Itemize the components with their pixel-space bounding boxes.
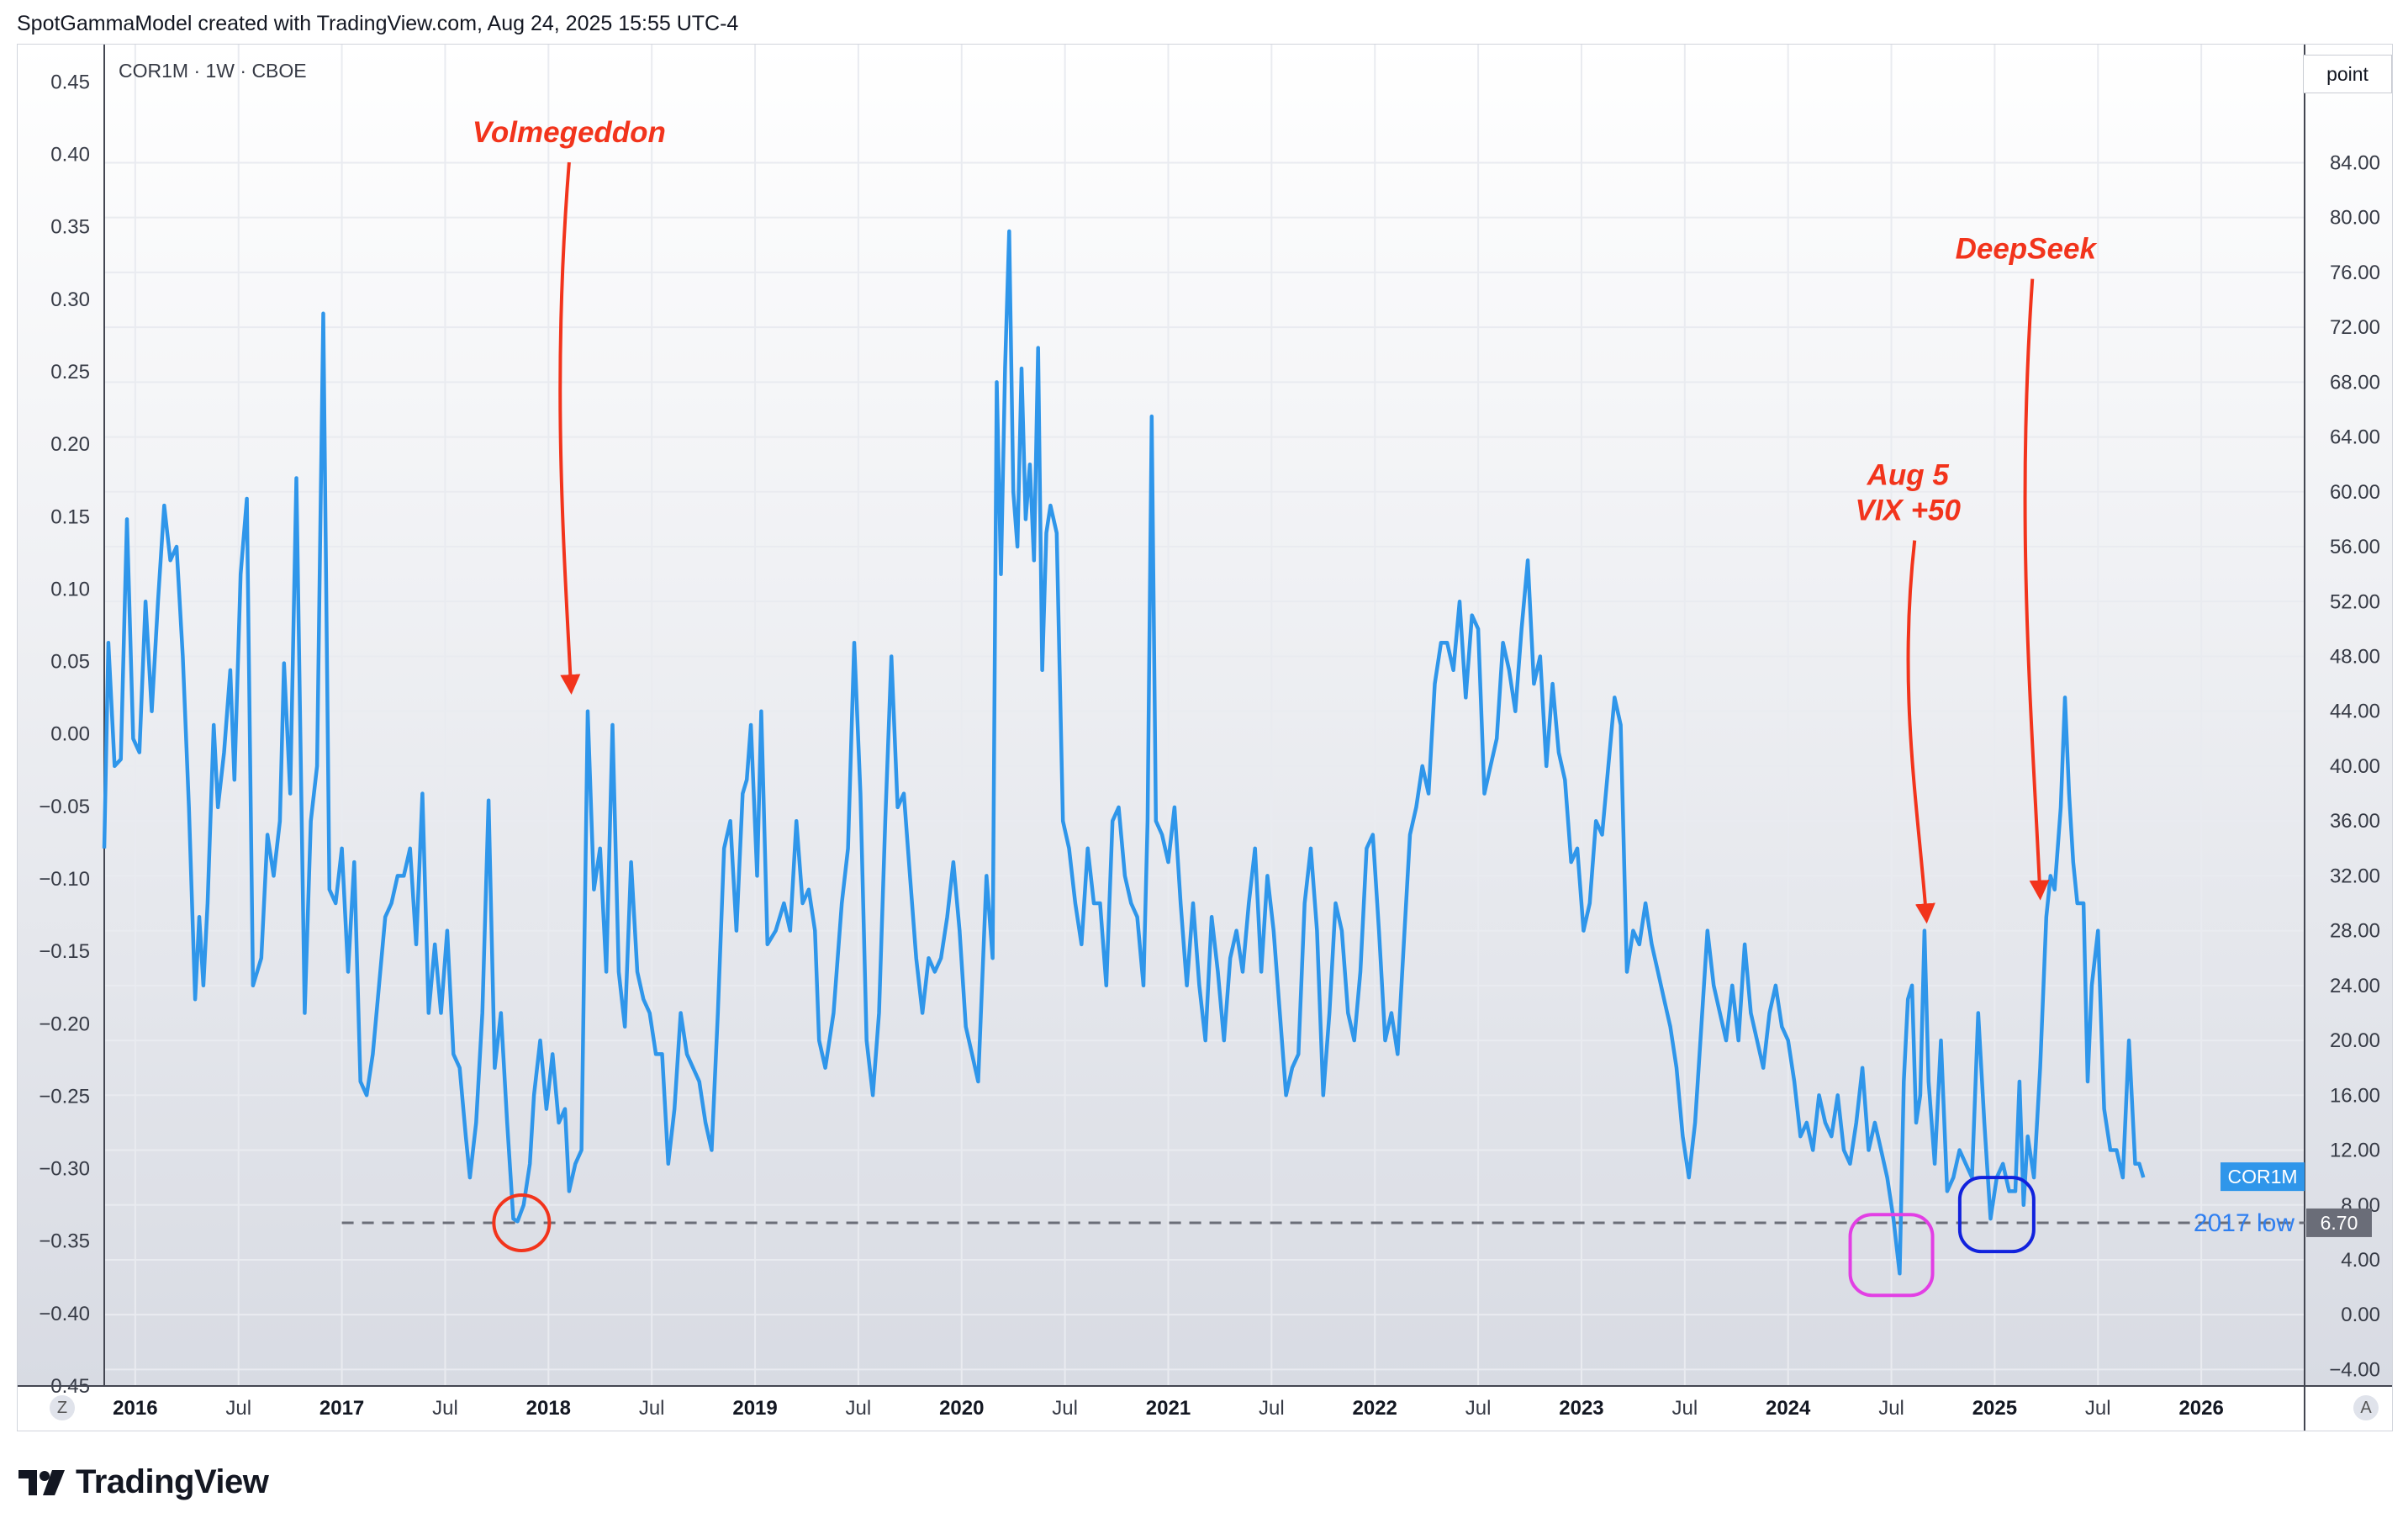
left-axis-tick-label: −0.40 [39,1303,90,1325]
annotation-label: Volmegeddon [473,116,666,149]
right-axis-tick-label: 60.00 [2330,481,2380,504]
right-axis-tick-label: 32.00 [2330,865,2380,887]
left-axis-tick-label: −0.35 [39,1230,90,1253]
right-axis-tick-label: 84.00 [2330,151,2380,174]
right-axis-tick-label: 4.00 [2341,1249,2380,1272]
left-axis-tick-label: 0.25 [50,361,90,384]
time-axis-background [18,1386,2392,1431]
highlight-box [1957,1176,2036,1254]
tradingview-wordmark: TradingView [76,1463,269,1500]
left-axis-tick-label: −0.20 [39,1013,90,1035]
chart-credit: SpotGammaModel created with TradingView.… [17,12,739,35]
plot-background [18,45,2392,1386]
annotation-label: DeepSeek [1956,233,2098,266]
x-tick-label: Jul [432,1397,458,1420]
tradingview-logo-icon [18,1469,65,1495]
x-tick-label: Jul [225,1397,251,1420]
reference-value-tag: 6.70 [2321,1212,2358,1234]
right-axis-tick-label: 16.00 [2330,1084,2380,1107]
tradingview-logo: TradingView [18,1463,269,1501]
right-axis-tick-label: 56.00 [2330,536,2380,558]
highlight-circle [492,1193,552,1252]
right-axis-tick-label: 52.00 [2330,590,2380,613]
left-axis-tick-label: 0.35 [50,216,90,239]
x-tick-label: 2016 [113,1397,157,1420]
timezone-button[interactable]: Z [50,1395,75,1420]
left-axis-tick-label: 0.05 [50,651,90,674]
series-line-cor1m[interactable] [102,229,2146,1276]
x-tick-label: Jul [1465,1397,1492,1420]
annotation-label: Aug 5 [1867,459,1950,492]
x-tick-label: Jul [639,1397,665,1420]
x-tick-label: 2018 [526,1397,571,1420]
left-axis-tick-label: 0.40 [50,144,90,167]
right-axis-tick-label: 48.00 [2330,645,2380,668]
annotation-arrow [2023,278,2050,901]
x-tick-label: 2021 [1146,1397,1191,1420]
annotation-arrow [1906,540,1935,924]
annotation-arrow [558,161,581,696]
x-tick-label: 2026 [2178,1397,2223,1420]
left-axis-tick-label: −0.05 [39,796,90,818]
chart-frame[interactable]: 2016 Jul 2017 Jul 2018 Jul 2019 Jul 2020 Jul 2021 J… [17,44,2393,1431]
x-tick-label: 2023 [1559,1397,1603,1420]
x-tick-label: 2025 [1972,1397,2017,1420]
x-tick-label: 2017 [319,1397,364,1420]
x-tick-label: Jul [1259,1397,1285,1420]
x-tick-label: Jul [1052,1397,1078,1420]
right-axis-tick-label: 24.00 [2330,975,2380,997]
right-axis-tick-label: 20.00 [2330,1029,2380,1052]
chart-plot[interactable]: 2016 Jul 2017 Jul 2018 Jul 2019 Jul 2020 Jul 2021 J… [18,45,2392,1431]
x-tick-label: 2024 [1766,1397,1811,1420]
symbol-legend[interactable]: COR1M · 1W · CBOE [119,60,307,82]
right-axis-tick-label: 44.00 [2330,701,2380,723]
left-axis-tick-label: 0.15 [50,505,90,528]
right-axis-tick-label: 72.00 [2330,316,2380,339]
right-axis-tick-label: 28.00 [2330,920,2380,943]
right-axis-tick-label: 36.00 [2330,810,2380,833]
left-axis-tick-label: −0.30 [39,1158,90,1181]
x-tick-label: 2019 [732,1397,777,1420]
right-axis-tick-label: 40.00 [2330,755,2380,778]
right-axis-tick-label: 76.00 [2330,262,2380,284]
left-axis-tick-label: 0.00 [50,723,90,746]
x-tick-label: Jul [2085,1397,2111,1420]
right-axis-tick-label: 12.00 [2330,1140,2380,1162]
right-axis-tick-label: 0.00 [2341,1304,2380,1326]
x-tick-label: Jul [846,1397,872,1420]
x-tick-label: Jul [1671,1397,1698,1420]
right-axis-tick-label: −4.00 [2329,1358,2380,1381]
left-axis-tick-label: −0.15 [39,940,90,963]
reference-value-tag-bg [2306,1208,2372,1237]
highlight-box [1848,1213,1935,1298]
left-axis-tick-label: 0.20 [50,433,90,456]
left-axis-tick-label: 0.30 [50,288,90,311]
last-value-tag: COR1M [2227,1166,2297,1188]
right-axis-tick-label: 80.00 [2330,207,2380,230]
left-axis-tick-label: 0.10 [50,578,90,600]
left-axis-tick-label: −0.10 [39,868,90,891]
left-axis-tick-label: −0.25 [39,1085,90,1108]
right-axis-tick-label: 64.00 [2330,426,2380,449]
annotation-label: VIX +50 [1855,495,1961,527]
left-axis-tick-label: 0.45 [50,71,90,93]
x-tick-label: Jul [1878,1397,1904,1420]
x-tick-label: 2022 [1353,1397,1397,1420]
price-scale-unit[interactable]: point [2303,55,2392,93]
x-tick-label: 2020 [939,1397,984,1420]
reference-line-label: 2017 low [2194,1209,2294,1237]
auto-scale-button[interactable]: A [2353,1395,2379,1420]
last-value-tag-bg [2221,1162,2305,1192]
right-axis-tick-label: 68.00 [2330,371,2380,394]
